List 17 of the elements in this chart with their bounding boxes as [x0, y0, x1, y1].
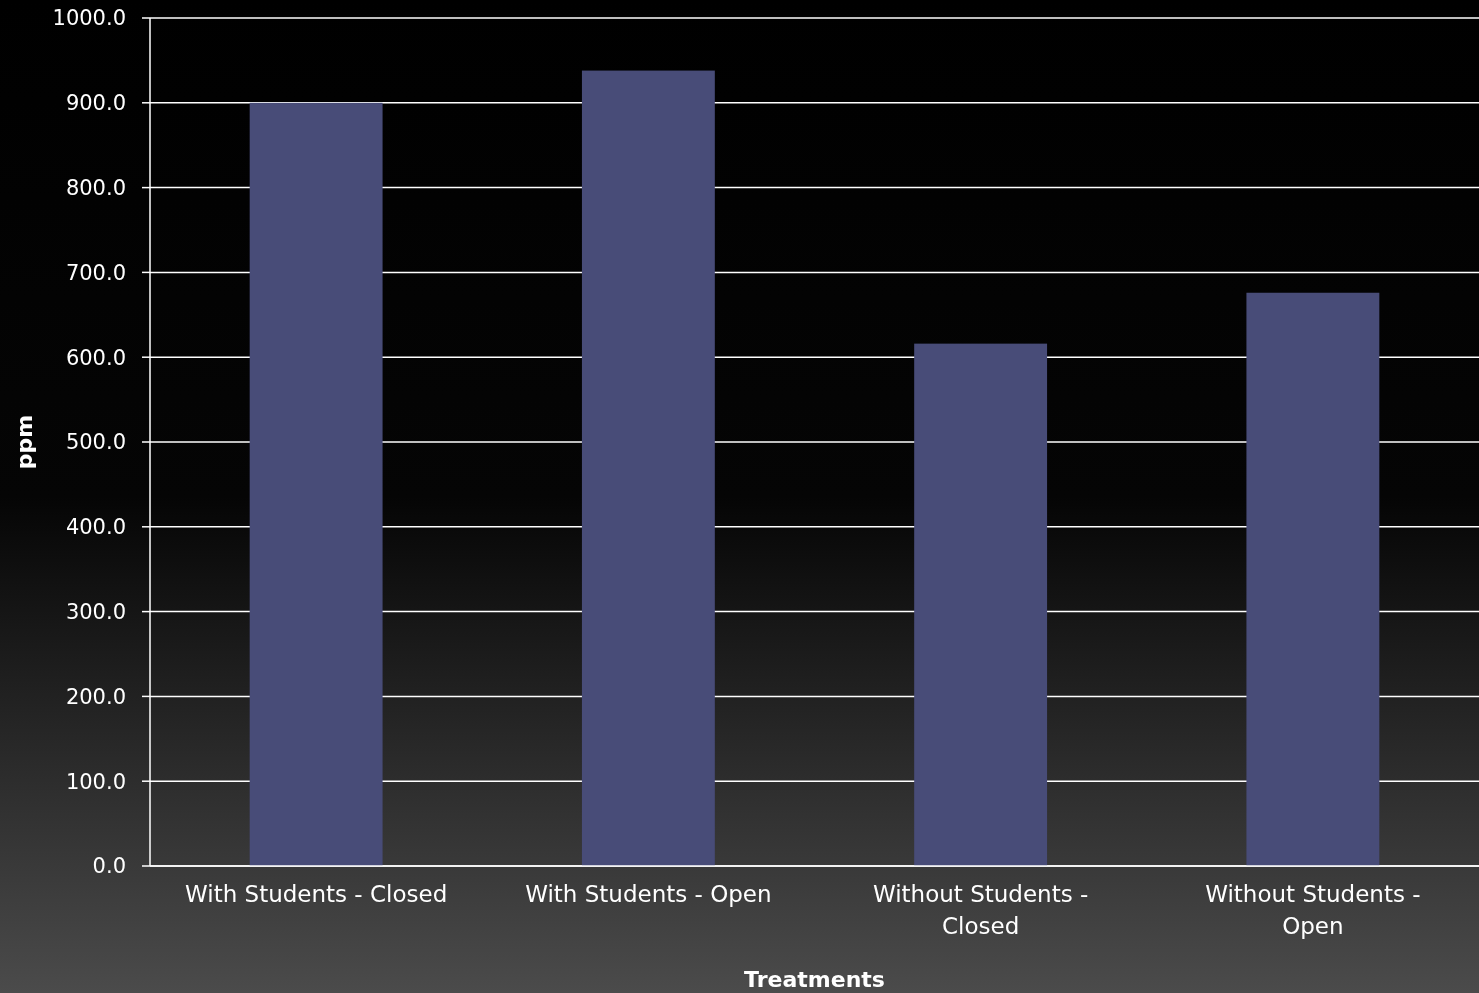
y-tick-label: 500.0: [65, 430, 126, 455]
y-tick-label: 600.0: [65, 345, 126, 370]
x-axis-title: Treatments: [744, 967, 885, 992]
y-tick-label: 700.0: [65, 260, 126, 285]
y-tick-label: 100.0: [65, 769, 126, 794]
y-tick-label: 400.0: [65, 515, 126, 540]
x-tick-label: Without Students - Open: [1205, 881, 1421, 939]
x-tick-label: With Students - Closed: [185, 881, 448, 907]
y-tick-label: 800.0: [65, 175, 126, 200]
y-tick-label: 300.0: [65, 599, 126, 624]
y-tick-label: 900.0: [65, 91, 126, 116]
x-tick-label: With Students - Open: [525, 881, 772, 907]
y-tick-label: 200.0: [65, 684, 126, 709]
y-tick-label: 0.0: [92, 854, 126, 879]
y-axis-title: ppm: [12, 414, 37, 470]
y-tick-label: 1000.0: [52, 6, 126, 31]
x-tick-label: Without Students - Closed: [872, 881, 1089, 939]
